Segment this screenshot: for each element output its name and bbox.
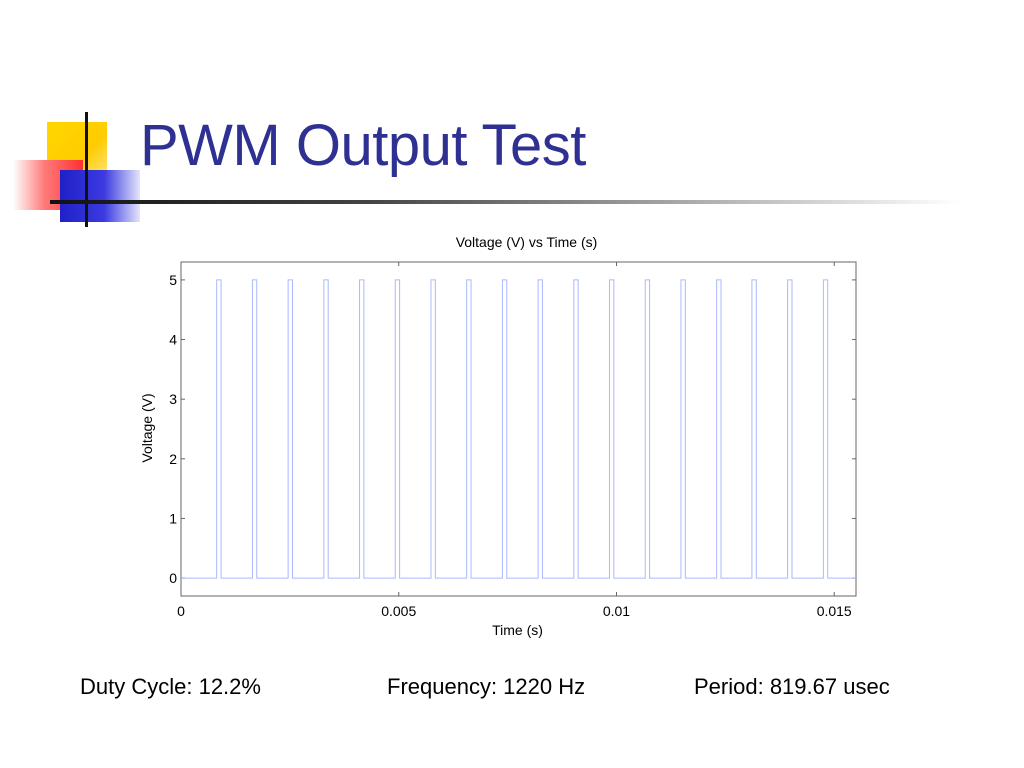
voltage-time-chart: Voltage (V) vs Time (s) 0 0.005 0.01 0.015 0 1… xyxy=(139,234,857,638)
title-decoration-vertical-line xyxy=(85,112,88,227)
chart-title: Voltage (V) vs Time (s) xyxy=(456,234,598,250)
y-tick-label: 0 xyxy=(169,570,177,586)
title-decoration-blue-square xyxy=(60,170,140,222)
y-tick-label: 4 xyxy=(169,332,177,348)
x-axis-label: Time (s) xyxy=(492,622,543,638)
plot-area-frame xyxy=(180,261,857,597)
title-underline-rule xyxy=(50,200,960,204)
duty-cycle-label: Duty Cycle: 12.2% xyxy=(80,674,261,699)
y-tick-label: 3 xyxy=(169,391,177,407)
x-tick-label: 0.005 xyxy=(381,603,416,619)
y-tick-label: 2 xyxy=(169,451,177,467)
period-label: Period: 819.67 usec xyxy=(694,674,890,699)
slide-title: PWM Output Test xyxy=(140,113,586,178)
x-tick-label: 0.015 xyxy=(817,603,852,619)
y-tick-label: 5 xyxy=(169,272,177,288)
x-tick-label: 0 xyxy=(177,603,185,619)
frequency-label: Frequency: 1220 Hz xyxy=(387,674,586,699)
pwm-voltage-line xyxy=(181,279,856,579)
y-axis-label: Voltage (V) xyxy=(139,393,155,462)
y-tick-label: 1 xyxy=(169,510,177,526)
x-tick-label: 0.01 xyxy=(603,603,630,619)
